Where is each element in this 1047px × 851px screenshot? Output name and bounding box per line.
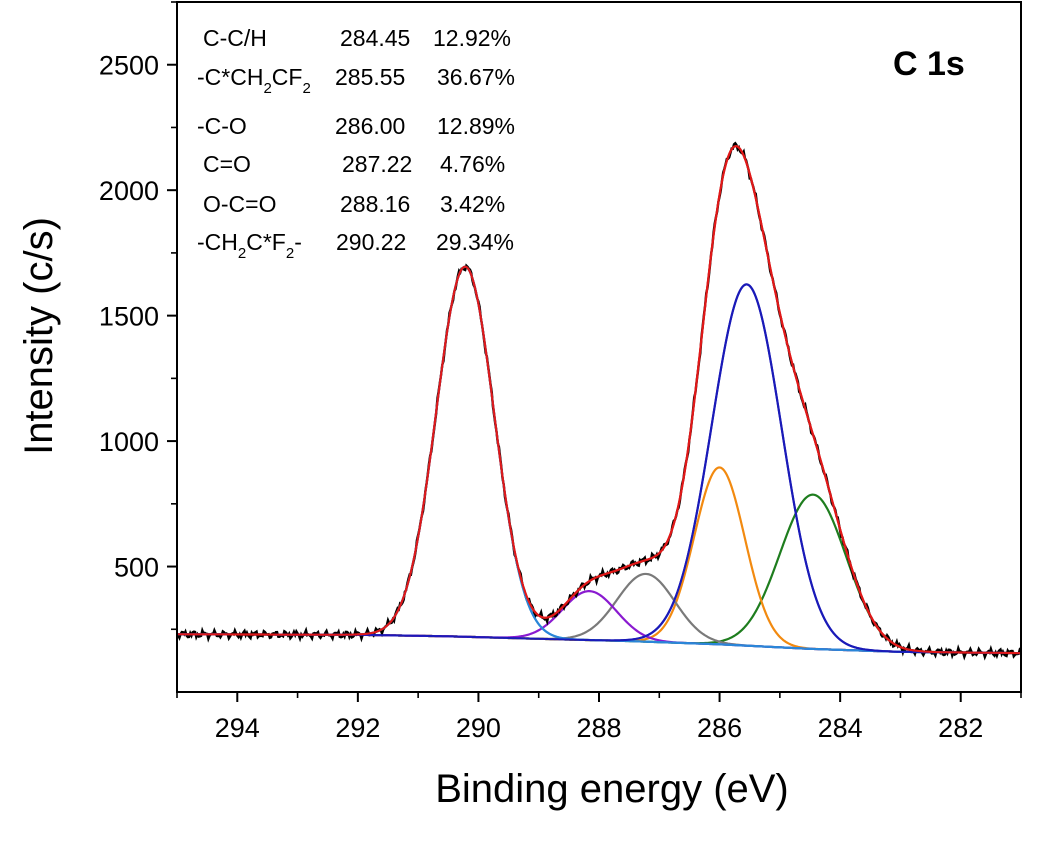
peak-label: C=O xyxy=(203,151,251,177)
peak-label: -C-O xyxy=(197,113,247,139)
plot-frame xyxy=(176,1,1022,693)
peak-label: C-C/H xyxy=(203,25,267,51)
x-tick-label: 294 xyxy=(215,713,260,743)
peak-label: -CH2C*F2- xyxy=(197,229,302,262)
component-curve-overlay xyxy=(177,283,1022,655)
y-tick-label: 1500 xyxy=(99,302,159,332)
x-axis-title: Binding energy (eV) xyxy=(435,767,789,811)
y-tick-label: 2500 xyxy=(99,51,159,81)
curves-layer xyxy=(176,141,1022,661)
y-tick-label: 500 xyxy=(114,553,159,583)
peak-position: 286.00 xyxy=(335,113,405,139)
x-tick-label: 284 xyxy=(818,713,863,743)
peak-table-row: -C-O 286.00 12.89% xyxy=(197,113,515,139)
peak-table-row: C-C/H 284.45 12.92% xyxy=(203,25,511,51)
peak-position: 284.45 xyxy=(340,25,410,51)
y-tick-label: 1000 xyxy=(99,427,159,457)
peak-percent: 29.34% xyxy=(436,229,514,255)
x-tick-label: 292 xyxy=(335,713,380,743)
x-tick-label: 290 xyxy=(456,713,501,743)
peak-position: 288.16 xyxy=(340,191,410,217)
peak-table-row: -CH2C*F2- 290.22 29.34% xyxy=(197,229,514,262)
peak-label: -C*CH2CF2 xyxy=(197,64,311,97)
peak-percent: 12.92% xyxy=(433,25,511,51)
y-tick-label: 2000 xyxy=(99,176,159,206)
ticks-layer: 294 292 290 288 286 284 282 500 1000 1500 2000 2500 xyxy=(99,1,1022,743)
panel-label: C 1s xyxy=(893,45,965,83)
peak-percent: 12.89% xyxy=(437,113,515,139)
peak-table: C-C/H 284.45 12.92%-C*CH2CF2 285.55 36.67%-C… xyxy=(197,25,515,262)
peak-percent: 36.67% xyxy=(437,64,515,90)
envelope-fit-overlay xyxy=(177,145,1022,655)
x-tick-label: 286 xyxy=(697,713,742,743)
component-curve xyxy=(177,283,1022,655)
raw-data-line xyxy=(176,141,1022,661)
peak-label: O-C=O xyxy=(203,191,276,217)
x-tick-label: 288 xyxy=(576,713,621,743)
y-axis-title: Intensity (c/s) xyxy=(17,217,61,455)
component-curve xyxy=(177,493,1022,655)
axes-layer xyxy=(176,1,1022,693)
peak-position: 290.22 xyxy=(336,229,406,255)
x-tick-label: 282 xyxy=(938,713,983,743)
peak-percent: 4.76% xyxy=(440,151,505,177)
peak-position: 287.22 xyxy=(342,151,412,177)
peak-table-row: -C*CH2CF2 285.55 36.67% xyxy=(197,64,515,97)
peak-percent: 3.42% xyxy=(440,191,505,217)
peak-position: 285.55 xyxy=(335,64,405,90)
component-curve xyxy=(177,466,1022,655)
peak-table-row: C=O 287.22 4.76% xyxy=(203,151,505,177)
peak-table-row: O-C=O 288.16 3.42% xyxy=(203,191,505,217)
